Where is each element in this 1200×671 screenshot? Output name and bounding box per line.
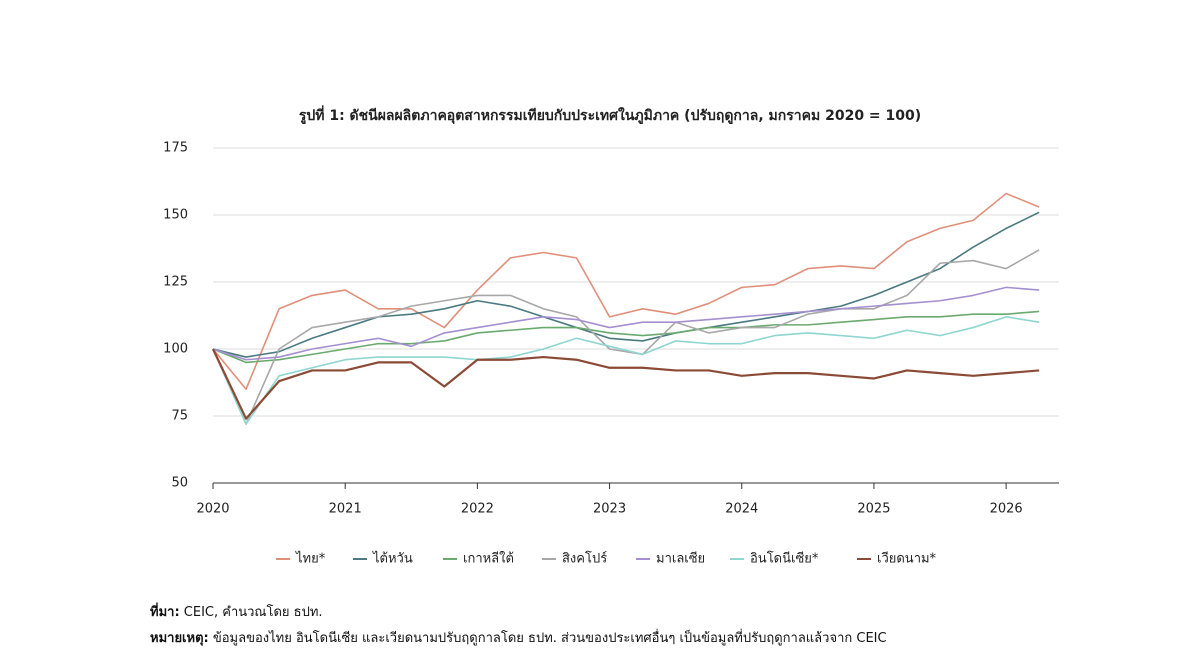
page: รูปที่ 1: ดัชนีผลผลิตภาคอุตสาหกรรมเทียบก… <box>150 105 1059 646</box>
legend-label: เวียดนาม* <box>877 551 937 567</box>
y-tick-label: 125 <box>163 275 188 290</box>
source: ที่มา: CEIC, คำนวณโดย ธปท. <box>150 600 887 626</box>
series-line <box>212 310 1040 364</box>
source-text: CEIC, คำนวณโดย ธปท. <box>183 605 323 620</box>
y-tick-label: 150 <box>163 208 188 223</box>
series-line <box>212 211 1040 358</box>
note-text: ข้อมูลของไทย อินโดนีเซีย และเวียดนามปรับ… <box>212 631 887 646</box>
y-tick-label: 100 <box>163 342 188 357</box>
y-tick-label: 75 <box>171 409 188 424</box>
note-label: หมายเหตุ: <box>150 631 209 646</box>
series-line <box>212 316 1040 425</box>
chart: รูปที่ 1: ดัชนีผลผลิตภาคอุตสาหกรรมเทียบก… <box>163 105 1059 567</box>
x-tick-label: 2020 <box>196 502 229 517</box>
x-tick-label: 2024 <box>725 502 758 517</box>
series-line <box>212 286 1040 361</box>
y-tick-label: 175 <box>163 141 188 156</box>
legend-label: มาเลเซีย <box>656 551 705 567</box>
legend-label: เกาหลีใต้ <box>463 551 514 567</box>
legend-label: ไทย* <box>295 551 326 567</box>
x-tick-label: 2022 <box>461 502 494 517</box>
legend-label: ไต้หวัน <box>372 551 413 567</box>
legend-label: อินโดนีเซีย* <box>750 551 819 567</box>
chart-title: รูปที่ 1: ดัชนีผลผลิตภาคอุตสาหกรรมเทียบก… <box>299 105 921 124</box>
y-tick-label: 50 <box>171 476 188 491</box>
x-tick-label: 2025 <box>857 502 890 517</box>
x-tick-label: 2026 <box>990 502 1023 517</box>
series-line <box>212 249 1040 425</box>
x-tick-label: 2021 <box>329 502 362 517</box>
x-tick-label: 2023 <box>593 502 626 517</box>
notes: ที่มา: CEIC, คำนวณโดย ธปท. หมายเหตุ: ข้อ… <box>150 600 887 652</box>
legend-label: สิงคโปร์ <box>562 551 607 567</box>
series-line <box>212 348 1040 420</box>
note: หมายเหตุ: ข้อมูลของไทย อินโดนีเซีย และเว… <box>150 626 887 652</box>
source-label: ที่มา: <box>150 605 180 620</box>
series-line <box>212 192 1040 390</box>
